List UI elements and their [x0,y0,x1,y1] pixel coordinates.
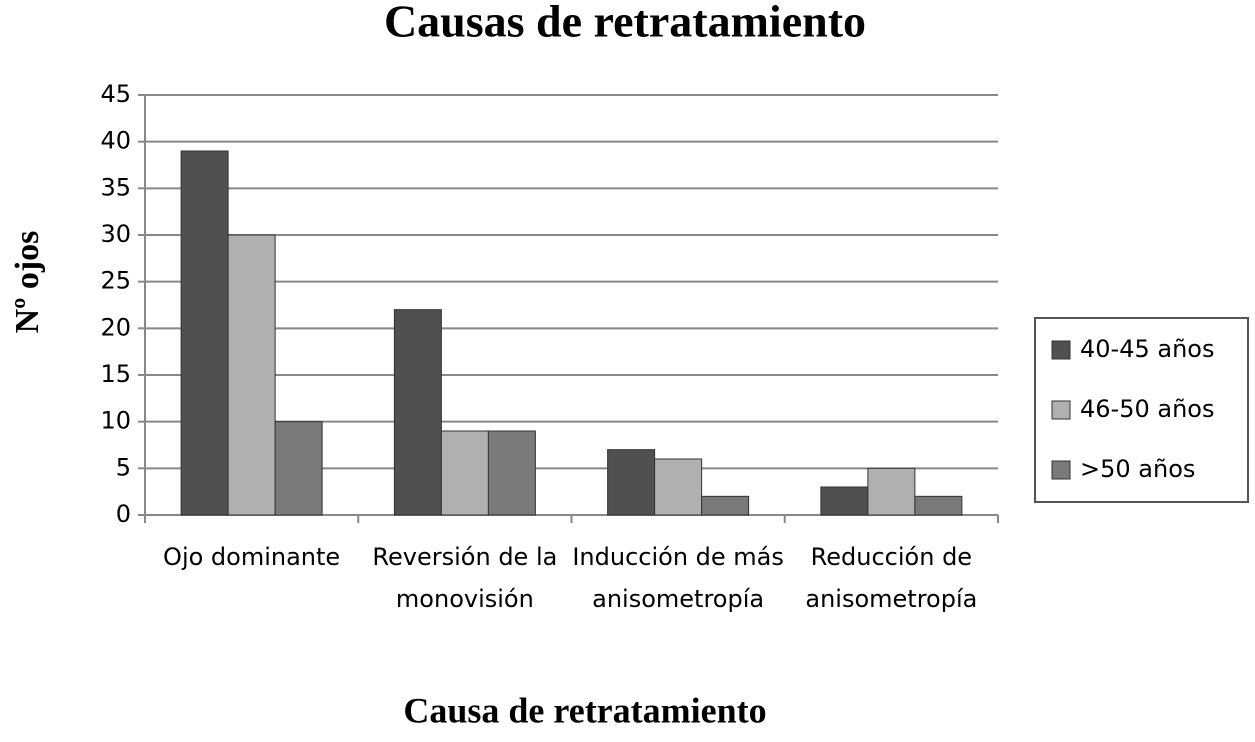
bar [440,430,489,516]
x-tick-label: Reducción de anisometropía [805,543,977,613]
bar [867,467,916,516]
legend-label: >50 años [1080,455,1195,483]
x-tick-label: Inducción de más anisometropía [572,543,784,613]
bar [393,309,442,516]
y-tick-label: 25 [100,267,131,295]
legend-swatch [1051,460,1071,480]
y-tick-label: 40 [100,127,131,155]
x-axis-label: Causa de retratamiento [403,690,766,730]
y-tick-label: 15 [100,360,131,388]
y-tick-label: 35 [100,173,131,201]
legend-swatch [1051,340,1071,360]
y-tick-label: 10 [100,407,131,435]
chart-title: Causas de retratamiento [384,0,866,47]
y-tick-label: 0 [116,500,131,528]
bar [607,449,656,516]
legend-swatch [1051,400,1071,420]
y-tick-label: 20 [100,313,131,341]
legend-label: 40-45 años [1080,335,1214,363]
bar [274,421,323,516]
legend-label: 46-50 años [1080,395,1214,423]
x-tick-label: Ojo dominante [163,543,340,571]
y-axis-label: Nº ojos [9,231,46,334]
bar [227,234,276,516]
x-tick-label: Reversión de la monovisión [372,543,557,613]
y-tick-label: 30 [100,220,131,248]
bar [487,430,536,516]
bar [654,458,703,516]
bar [914,495,963,516]
y-tick-label: 5 [116,453,131,481]
bar [820,486,869,516]
bar [180,150,229,516]
bar [701,495,750,516]
y-tick-label: 45 [100,80,131,108]
